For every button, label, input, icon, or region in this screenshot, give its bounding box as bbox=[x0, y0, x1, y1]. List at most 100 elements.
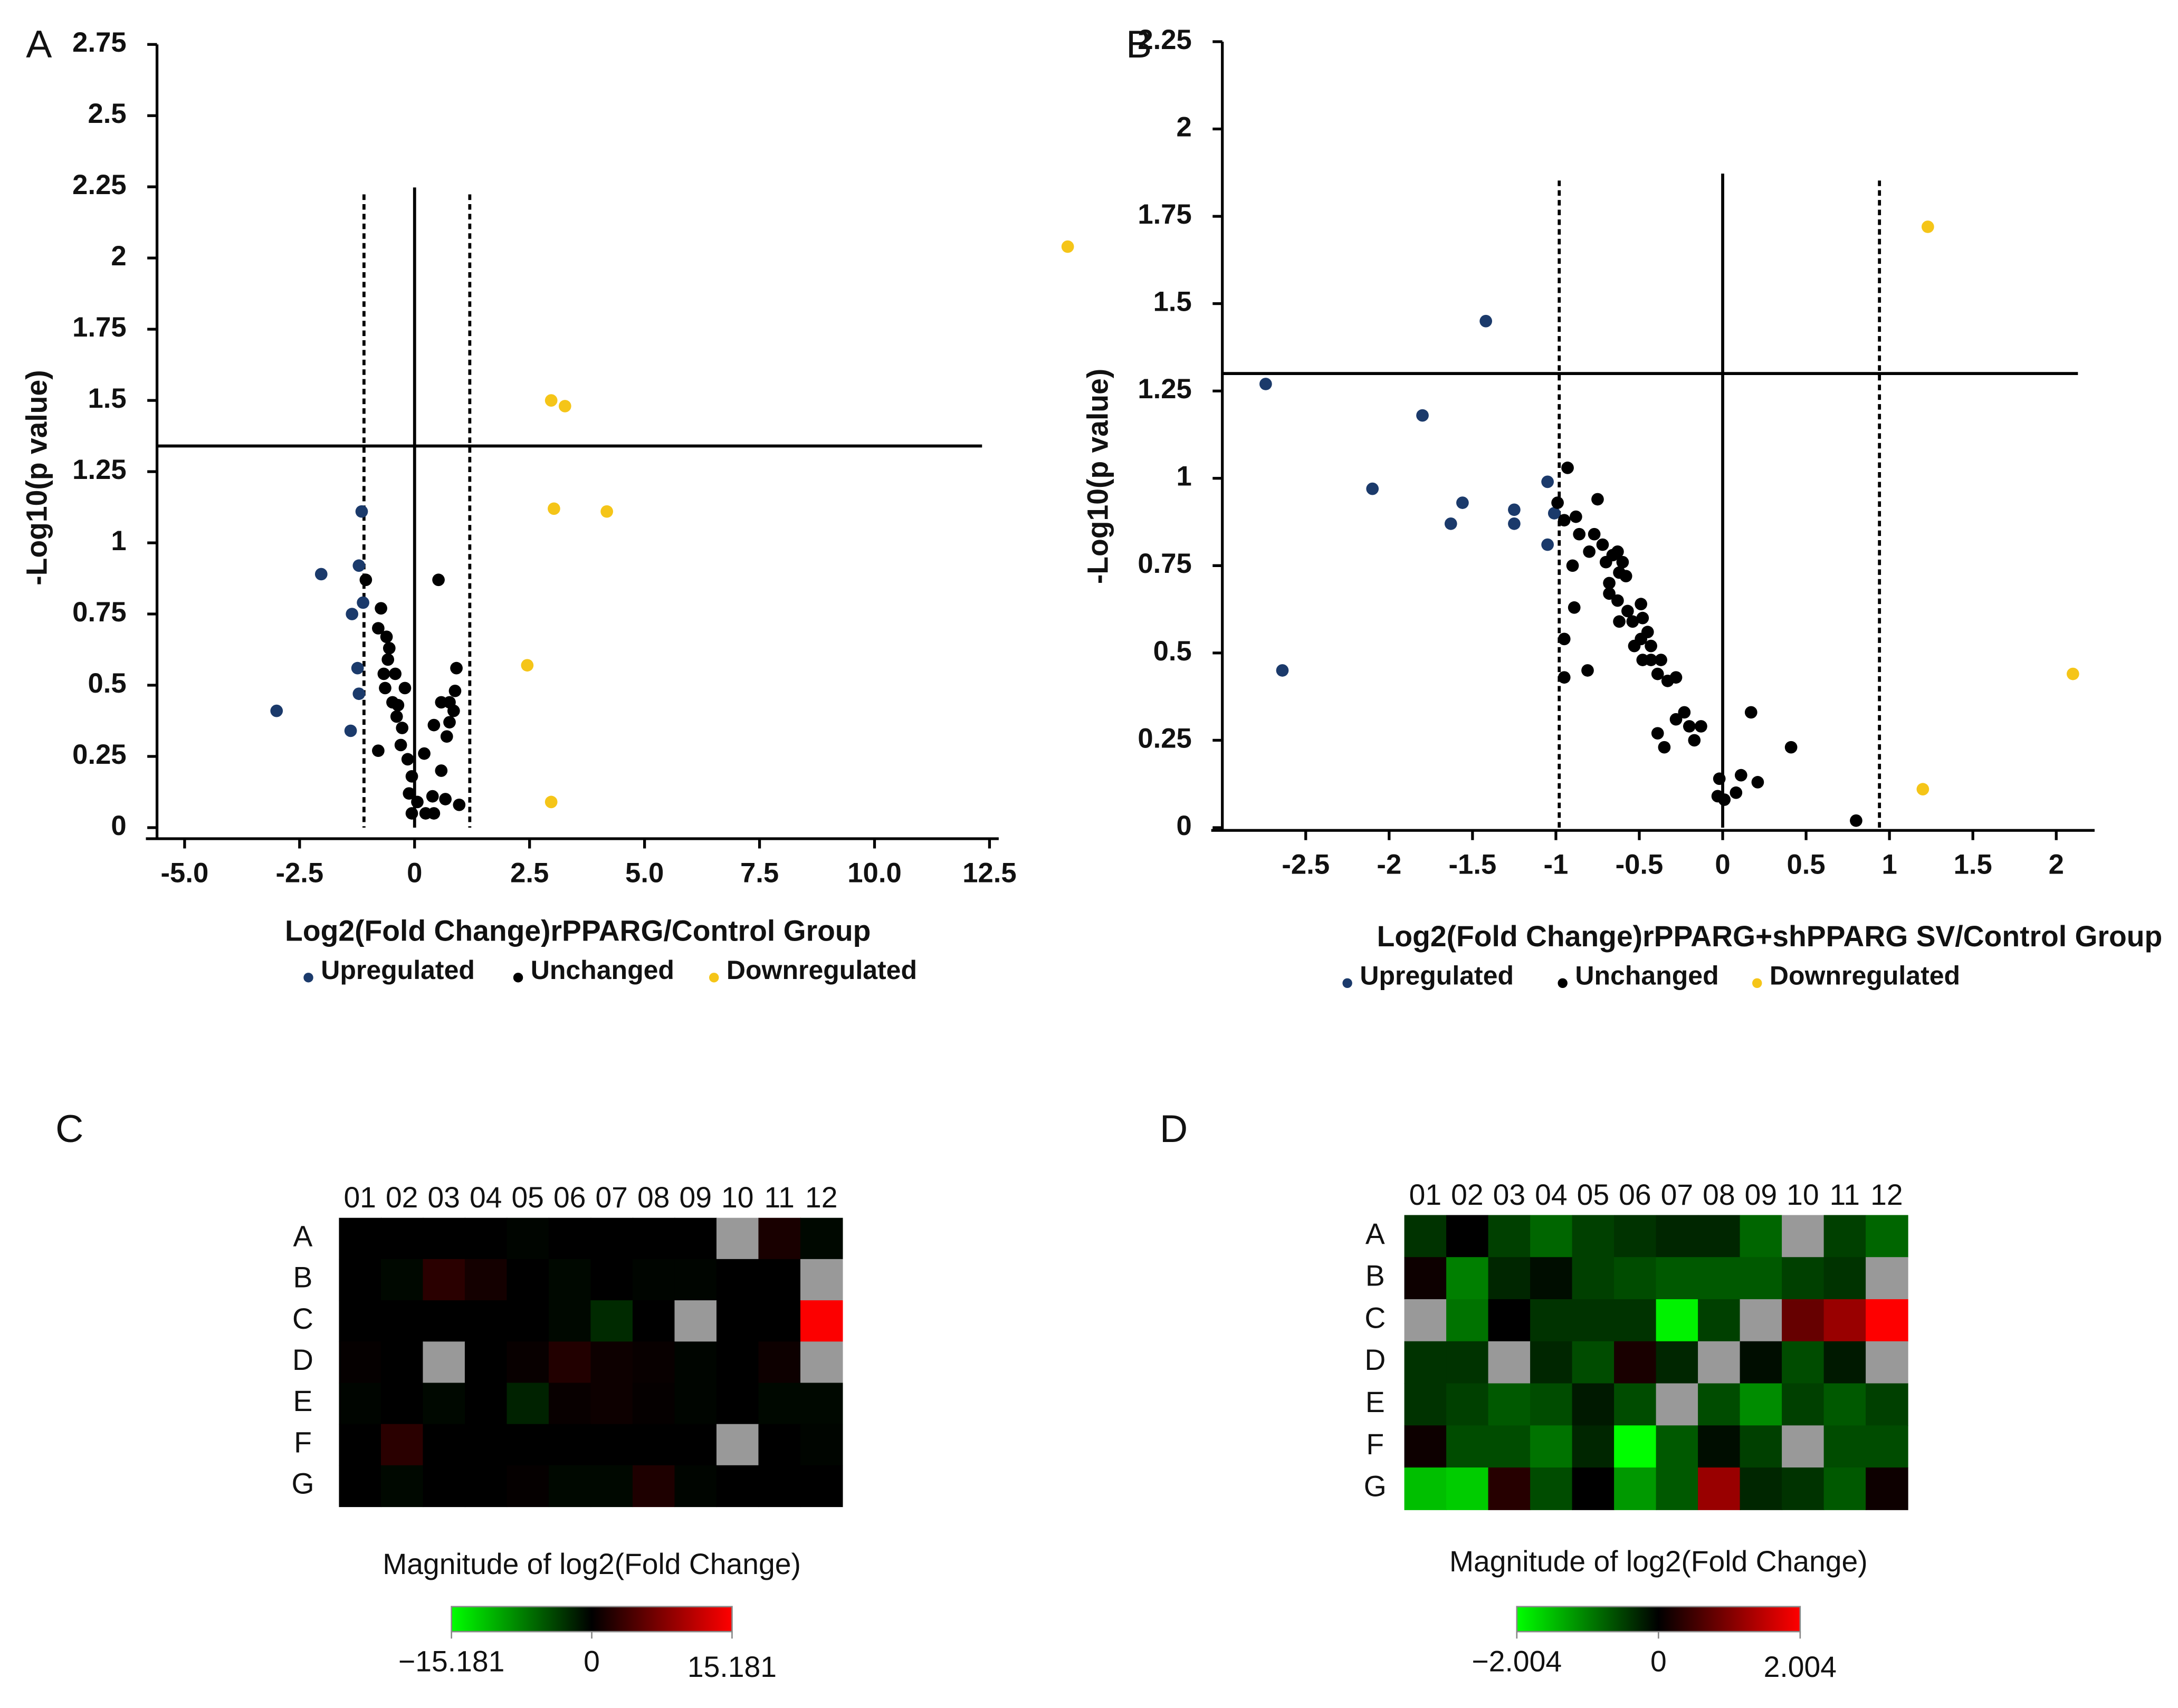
heatmap-cell bbox=[590, 1383, 634, 1425]
data-point bbox=[403, 787, 416, 800]
row-label: D bbox=[292, 1344, 313, 1376]
column-label: 04 bbox=[1535, 1178, 1567, 1211]
heatmap-cell bbox=[1656, 1215, 1699, 1258]
data-point bbox=[344, 724, 357, 737]
data-point bbox=[1619, 570, 1632, 583]
data-point bbox=[1508, 517, 1521, 530]
data-point bbox=[1695, 720, 1707, 733]
y-tick-label: 1.75 bbox=[72, 312, 126, 343]
colorbar-tick-label: 0 bbox=[1650, 1645, 1667, 1677]
row-label: B bbox=[1365, 1260, 1385, 1292]
row-label: E bbox=[1365, 1386, 1385, 1418]
column-label: 09 bbox=[1745, 1178, 1777, 1211]
data-point bbox=[352, 559, 366, 572]
heatmap-cell bbox=[507, 1424, 550, 1466]
heatmap-cell bbox=[1782, 1467, 1824, 1510]
data-point bbox=[1655, 654, 1667, 666]
data-point bbox=[1626, 615, 1639, 628]
legend-label: Upregulated bbox=[321, 955, 475, 985]
heatmap-cell bbox=[1740, 1215, 1783, 1258]
data-point bbox=[1730, 786, 1743, 799]
y-tick-label: 0 bbox=[111, 810, 126, 841]
heatmap-cell bbox=[716, 1465, 759, 1508]
column-label: 10 bbox=[1787, 1178, 1819, 1211]
data-point bbox=[1636, 654, 1649, 666]
heatmap-cell bbox=[1488, 1257, 1531, 1300]
heatmap-cell bbox=[632, 1300, 675, 1342]
heatmap-cell bbox=[1614, 1257, 1657, 1300]
x-tick-label: 0.5 bbox=[1787, 849, 1825, 880]
heatmap-cell bbox=[1656, 1341, 1699, 1384]
data-point bbox=[419, 807, 432, 820]
heatmap-cell bbox=[1530, 1383, 1573, 1426]
y-tick-label: 1.5 bbox=[88, 383, 126, 414]
data-point bbox=[1603, 587, 1616, 600]
column-label: 01 bbox=[1409, 1178, 1441, 1211]
data-point bbox=[1603, 577, 1616, 590]
heatmap-cell bbox=[1782, 1383, 1824, 1426]
data-point bbox=[1479, 314, 1493, 328]
data-point bbox=[443, 696, 456, 709]
data-point bbox=[1061, 240, 1074, 253]
heatmap-cell bbox=[423, 1217, 465, 1260]
data-point bbox=[346, 608, 359, 620]
heatmap-cell bbox=[590, 1424, 634, 1466]
x-tick-label: 7.5 bbox=[740, 857, 779, 888]
data-point bbox=[1456, 496, 1469, 509]
heatmap-cell bbox=[632, 1341, 675, 1384]
x-tick-label: 0 bbox=[1715, 849, 1730, 880]
heatmap-cell bbox=[507, 1465, 550, 1508]
data-point bbox=[1636, 611, 1649, 625]
data-point bbox=[372, 622, 385, 635]
heatmap: C01 02 03 04 05 06 07 08 09 10 11 12ABCDEFGMagnitud… bbox=[55, 1107, 843, 1683]
heatmap-cell bbox=[1404, 1341, 1447, 1384]
heatmap-cell bbox=[674, 1259, 718, 1301]
missing-cell bbox=[423, 1341, 465, 1384]
heatmap-cell bbox=[1698, 1299, 1741, 1342]
y-tick-label: 0.75 bbox=[72, 597, 126, 628]
row-label: G bbox=[1364, 1470, 1387, 1503]
heatmap-cell bbox=[380, 1341, 424, 1384]
data-point bbox=[1713, 772, 1726, 785]
y-tick-label: 2.25 bbox=[1138, 24, 1191, 55]
heatmap-cell bbox=[423, 1383, 465, 1425]
heatmap-cell bbox=[548, 1300, 591, 1342]
heatmap-cell bbox=[674, 1424, 718, 1466]
heatmap-cell bbox=[1782, 1299, 1824, 1342]
data-point bbox=[398, 682, 412, 695]
column-label: 07 bbox=[595, 1181, 627, 1214]
heatmap-cell bbox=[758, 1259, 801, 1301]
volcano-plot: A 0 0.25 0.5 0.75 1 1.25 1.5 1.75 2 2.25 2.5 2.75 -5.… bbox=[20, 22, 1074, 985]
data-point bbox=[270, 704, 283, 717]
column-label: 11 bbox=[765, 1181, 795, 1214]
heatmap-cell bbox=[1823, 1299, 1867, 1342]
y-tick-label: 2.5 bbox=[88, 98, 126, 129]
row-label: D bbox=[1364, 1344, 1386, 1376]
data-point bbox=[1635, 632, 1647, 646]
data-point bbox=[1551, 496, 1564, 509]
missing-cell bbox=[800, 1259, 843, 1301]
heatmap-cell bbox=[1866, 1425, 1908, 1469]
panel-label: B bbox=[1126, 22, 1152, 66]
heatmap-cell bbox=[590, 1300, 634, 1342]
row-label: F bbox=[1366, 1428, 1384, 1461]
data-point bbox=[1611, 594, 1624, 607]
heatmap-cell bbox=[1740, 1383, 1783, 1426]
heatmap-cell bbox=[1572, 1215, 1615, 1258]
heatmap-cell bbox=[1866, 1215, 1908, 1258]
heatmap-cell bbox=[339, 1383, 381, 1425]
heatmap-cell bbox=[423, 1465, 465, 1508]
y-axis-label: -Log10(p value) bbox=[1082, 369, 1114, 584]
data-point bbox=[1547, 507, 1561, 520]
missing-cell bbox=[716, 1217, 759, 1260]
heatmap-cell bbox=[1656, 1299, 1699, 1342]
data-point bbox=[1651, 667, 1664, 680]
legend-label: Downregulated bbox=[727, 955, 917, 985]
heatmap-cell bbox=[758, 1383, 801, 1425]
data-point bbox=[1613, 615, 1626, 628]
y-tick-label: 1.25 bbox=[72, 454, 126, 485]
colorbar-tick-label: 15.181 bbox=[687, 1651, 777, 1683]
data-point bbox=[1541, 475, 1554, 488]
data-point bbox=[1444, 517, 1457, 530]
x-tick-label: 1 bbox=[1881, 849, 1897, 880]
